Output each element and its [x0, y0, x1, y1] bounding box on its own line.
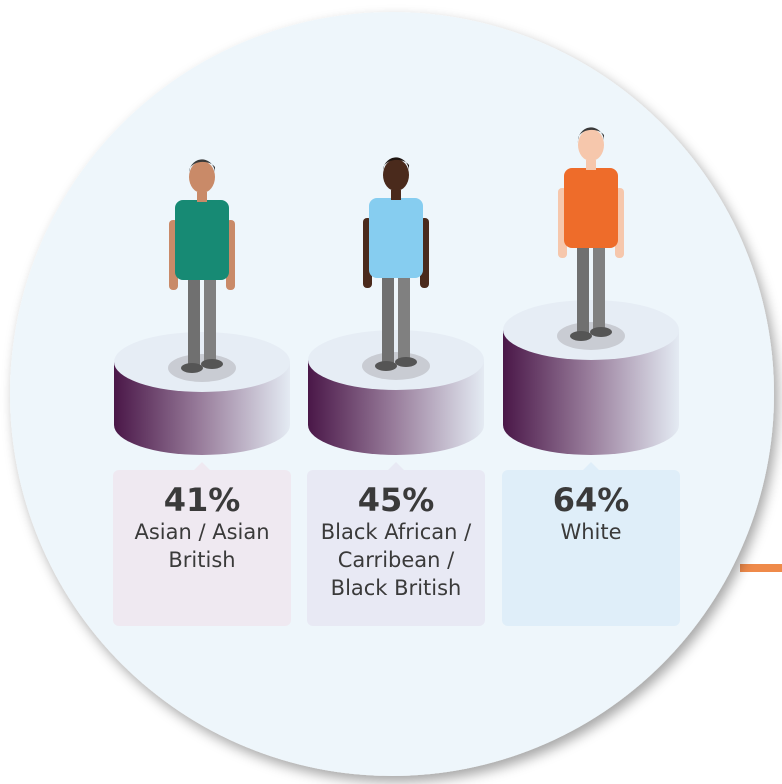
- neck: [197, 192, 207, 202]
- shoe: [590, 327, 612, 337]
- shoe: [181, 363, 203, 373]
- head: [383, 159, 409, 191]
- hair: [382, 157, 409, 173]
- shoe: [375, 361, 397, 371]
- neck: [391, 190, 401, 200]
- leg: [593, 243, 605, 331]
- shirt: [175, 200, 229, 280]
- leg: [188, 275, 200, 367]
- neck: [586, 160, 596, 170]
- head: [189, 161, 215, 193]
- head: [578, 129, 604, 161]
- shoe: [395, 357, 417, 367]
- shoe: [570, 331, 592, 341]
- leg: [382, 273, 394, 365]
- stat-label: Asian / Asian British: [134, 520, 270, 572]
- stat-card: 41% Asian / Asian British: [113, 462, 291, 626]
- stat-card: 45% Black African / Carribean / Black Bri…: [307, 462, 485, 626]
- stat-card: 64% White: [502, 462, 680, 626]
- shirt: [564, 168, 618, 248]
- stat-value: 64%: [552, 481, 630, 519]
- podium-side: [503, 330, 679, 455]
- leg: [204, 275, 216, 363]
- stat-label: White: [560, 520, 622, 544]
- stat-value: 41%: [163, 481, 241, 519]
- leg: [577, 243, 589, 335]
- leg: [398, 273, 410, 361]
- shirt: [369, 198, 423, 278]
- shoe: [201, 359, 223, 369]
- stat-value: 45%: [357, 481, 435, 519]
- stat-label: Black African / Carribean / Black Britis…: [320, 520, 472, 600]
